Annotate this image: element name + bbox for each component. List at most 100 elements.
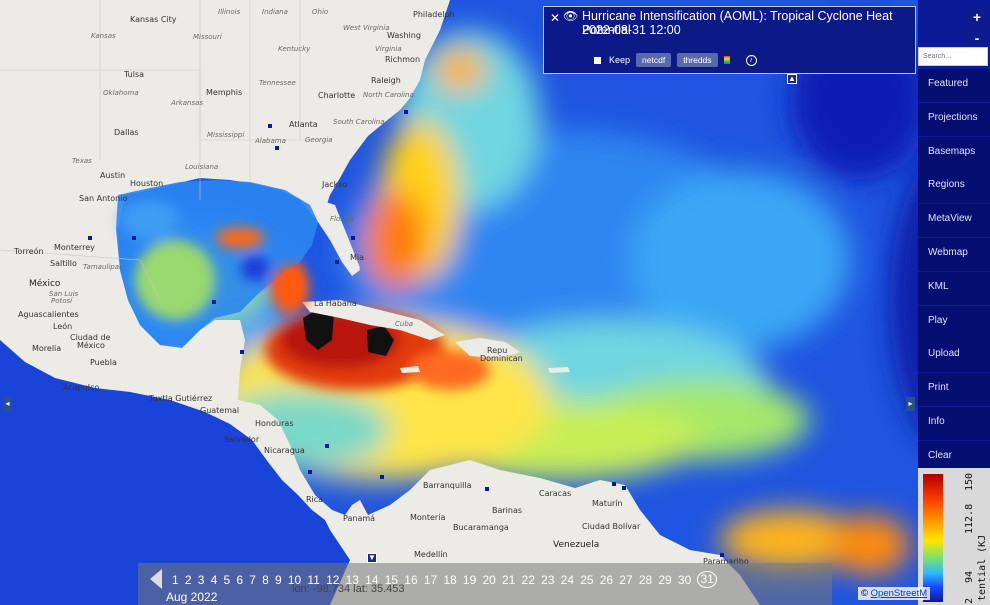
place-label: Kansas [91,32,116,40]
left-edge-button[interactable]: ◂ [3,397,12,411]
keep-label: Keep [609,55,631,65]
legend-max: 150 [964,472,975,491]
search-input[interactable] [918,47,988,66]
place-label: Dallas [114,128,139,137]
menu-item-kml[interactable]: KML [918,271,990,305]
panel-collapse-icon[interactable]: ▲ [787,74,797,84]
timeline-day[interactable]: 9 [275,573,282,587]
timeline-day[interactable]: 26 [599,573,614,587]
place-label: Virginia [375,45,402,53]
timeline-day[interactable]: 2 [184,573,192,587]
right-edge-button[interactable]: ▸ [906,397,915,411]
place-label: Oklahoma [103,89,139,97]
place-label: Montería [410,513,446,522]
menu-item-basemaps[interactable]: Basemaps [918,136,990,170]
palette-icon[interactable] [723,56,730,64]
timeline-day[interactable]: 19 [462,573,477,587]
timeline-day[interactable]: 4 [210,573,218,587]
place-label: Cuba [395,320,414,328]
attribution-link[interactable]: OpenStreetM [870,588,928,599]
place-label: Houston [130,179,164,188]
place-label: Paramaribo [703,557,749,566]
timeline-day[interactable]: 10 [287,573,302,587]
timeline-day[interactable]: 18 [443,573,457,587]
legend-min: 2 [964,597,975,604]
timeline-day[interactable]: 25 [580,573,594,587]
info-icon[interactable]: i [745,54,757,66]
zoom-out-button[interactable]: - [966,28,988,49]
timeline-day[interactable]: 28 [638,573,653,587]
menu-item-regions[interactable]: Regions [918,170,990,204]
place-label: Indiana [262,8,288,16]
menu-item-projections[interactable]: Projections [918,102,990,136]
thredds-button[interactable]: thredds [677,53,718,67]
close-icon[interactable]: ✕ [550,11,561,25]
timeline-day[interactable]: 31 [697,571,717,588]
netcdf-button[interactable]: netcdf [636,53,672,67]
place-label: México [29,279,61,289]
place-label: Florida [330,215,354,223]
timeline-day[interactable]: 5 [223,573,231,587]
zoom-in-button[interactable]: + [966,7,988,28]
place-label: Ohio [312,8,329,16]
keep-checkbox[interactable] [594,56,601,64]
timeline-day[interactable]: 24 [560,573,574,587]
timeline-days: 1 2 3 4 5 6 7 8 9 10 11 12 13 14 15 16 17 18 19 20 21 22 23 24 2… [172,571,723,588]
place-label: Arkansas [171,99,204,107]
timeline-day[interactable]: 21 [502,573,516,587]
place-label: Saltillo [50,259,77,268]
timeline-day[interactable]: 12 [326,573,340,587]
menu-item-webmap[interactable]: Webmap [918,238,990,271]
timeline-day[interactable]: 27 [619,573,633,587]
menu-item-metaview[interactable]: MetaView [918,204,990,238]
timeline-day[interactable]: 14 [365,573,379,587]
menu-item-info[interactable]: Info [918,407,990,440]
place-label: San Antonio [79,194,128,203]
timeline-day[interactable]: 1 [172,573,179,587]
timeline-day[interactable]: 3 [197,573,205,587]
timeline-day[interactable]: 8 [262,573,269,587]
place-label: Kentucky [278,45,311,53]
menu-item-upload[interactable]: Upload [918,339,990,373]
copyright-symbol: © [861,588,868,599]
menu-item-play[interactable]: Play [918,305,990,339]
timeline-month-year: Aug 2022 [166,590,218,604]
place-label: Barranquilla [423,481,472,490]
timeline-day[interactable]: 30 [677,573,692,587]
layer-title: Hurricane Intensification (AOML): Tropic… [582,9,893,37]
timeline-day[interactable]: 15 [384,573,399,587]
place-label: Monterrey [54,243,95,252]
map-attribution: © OpenStreetM [858,587,931,600]
color-legend: 150 112.8 94 2 tential (KJ [918,468,990,605]
place-label: Venezuela [553,540,600,550]
place-label: Ciudad de [70,333,111,342]
legend-color-bar [923,474,943,602]
timeline-day[interactable]: 13 [345,573,359,587]
eye-icon[interactable]: 👁 [563,9,579,23]
place-label: Washing [387,31,421,40]
timeline-day[interactable]: 22 [521,573,535,587]
timeline-day[interactable]: 29 [658,573,672,587]
cursor-coordinates: lon: -98.734 lat: 35.453 [292,583,405,595]
timeline-day[interactable]: 20 [482,573,496,587]
timeline-day[interactable]: 23 [541,573,555,587]
legend-low: 94 [964,570,975,583]
timeline-day[interactable]: 11 [307,573,320,587]
timeline-day[interactable]: 7 [249,573,256,587]
timeline-collapse-icon[interactable]: ▼ [367,553,377,563]
timeline-prev-arrow[interactable] [150,569,162,589]
place-label: Louisiana [185,163,219,171]
place-label: Tennessee [259,79,296,87]
menu-item-featured[interactable]: Featured [918,69,990,102]
timeline-day[interactable]: 6 [236,573,244,587]
place-label: Caracas [539,489,572,498]
place-label: Panamá [343,514,376,523]
timeline-day[interactable]: 16 [404,573,418,587]
timeline-day[interactable]: 17 [423,573,438,587]
place-label: Texas [72,157,92,165]
place-label: Richmon [385,55,421,64]
place-label: Jackso [322,180,348,189]
menu-item-print[interactable]: Print [918,373,990,407]
place-label: Bucaramanga [453,523,509,532]
